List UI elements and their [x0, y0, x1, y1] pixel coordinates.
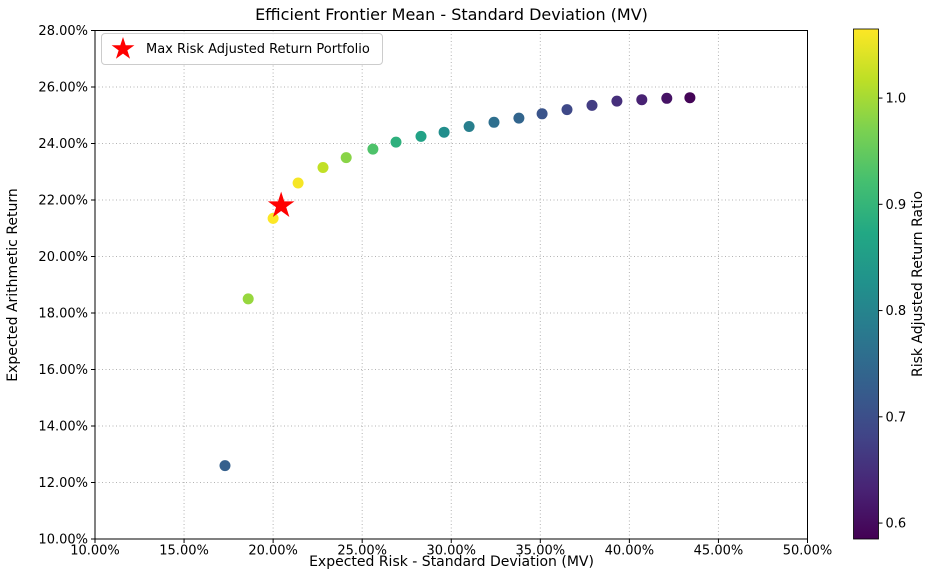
y-axis-label: Expected Arithmetic Return — [5, 188, 21, 382]
grid-lines — [95, 30, 808, 539]
scatter-point — [586, 99, 598, 111]
scatter-point — [513, 112, 525, 124]
scatter-point — [390, 136, 402, 148]
x-tick-label: 50.00% — [783, 544, 833, 559]
chart-title: Efficient Frontier Mean - Standard Devia… — [255, 5, 648, 24]
scatter-point — [267, 212, 279, 224]
x-tick-label: 35.00% — [516, 544, 566, 559]
scatter-point — [340, 152, 352, 164]
legend: Max Risk Adjusted Return Portfolio — [101, 33, 383, 65]
scatter-point — [438, 126, 450, 138]
scatter-point — [636, 94, 648, 106]
y-tick-label: 14.00% — [38, 420, 88, 435]
x-tick-label: 20.00% — [248, 544, 298, 559]
y-tick-label: 24.00% — [38, 137, 88, 152]
scatter-point — [684, 92, 696, 104]
scatter-point — [611, 95, 623, 107]
max-sharpe-star — [267, 191, 295, 217]
scatter-point — [292, 177, 304, 189]
y-tick-label: 12.00% — [38, 476, 88, 491]
colorbar-label: Risk Adjusted Return Ratio — [910, 191, 926, 377]
scatter-point — [463, 121, 475, 132]
x-tick-label: 40.00% — [605, 544, 655, 559]
colorbar-tick-label: 0.8 — [886, 304, 907, 319]
colorbar-gradient — [853, 28, 879, 540]
scatter-point — [367, 143, 379, 155]
x-tick-label: 30.00% — [426, 544, 476, 559]
scatter-point — [317, 162, 329, 173]
scatter-point — [488, 116, 500, 128]
y-tick-label: 22.00% — [38, 194, 88, 209]
scatter-point — [219, 460, 231, 472]
scatter-points — [219, 92, 696, 472]
colorbar-tick-label: 0.6 — [886, 517, 907, 532]
x-tick-label: 15.00% — [159, 544, 209, 559]
x-tick-label: 45.00% — [694, 544, 744, 559]
y-tick-label: 28.00% — [38, 24, 88, 39]
x-axis-label: Expected Risk - Standard Deviation (MV) — [309, 554, 594, 570]
legend-label: Max Risk Adjusted Return Portfolio — [146, 41, 370, 57]
max-sharpe-star-marker — [267, 191, 295, 217]
scatter-point — [561, 104, 573, 116]
colorbar: 0.6 0.7 0.8 0.9 1.0 — [853, 28, 907, 540]
y-tick-label: 10.00% — [38, 533, 88, 548]
plot-border — [94, 30, 808, 540]
star-icon — [111, 37, 135, 59]
x-tick-label: 10.00% — [70, 544, 120, 559]
scatter-point — [661, 92, 673, 104]
y-tick-label: 26.00% — [38, 81, 88, 96]
scatter-point — [415, 130, 427, 142]
colorbar-tick-label: 0.7 — [886, 410, 907, 425]
axes-frame: 10.00% 15.00% 20.00% 25.00% 30.00% 35.00% 40.0… — [38, 24, 832, 559]
scatter-point — [242, 293, 254, 305]
y-tick-label: 20.00% — [38, 250, 88, 265]
y-tick-label: 16.00% — [38, 363, 88, 378]
colorbar-tick-label: 0.9 — [886, 198, 907, 213]
y-tick-label: 18.00% — [38, 307, 88, 322]
x-tick-label: 25.00% — [337, 544, 387, 559]
colorbar-tick-label: 1.0 — [886, 92, 907, 107]
scatter-point — [536, 108, 548, 120]
